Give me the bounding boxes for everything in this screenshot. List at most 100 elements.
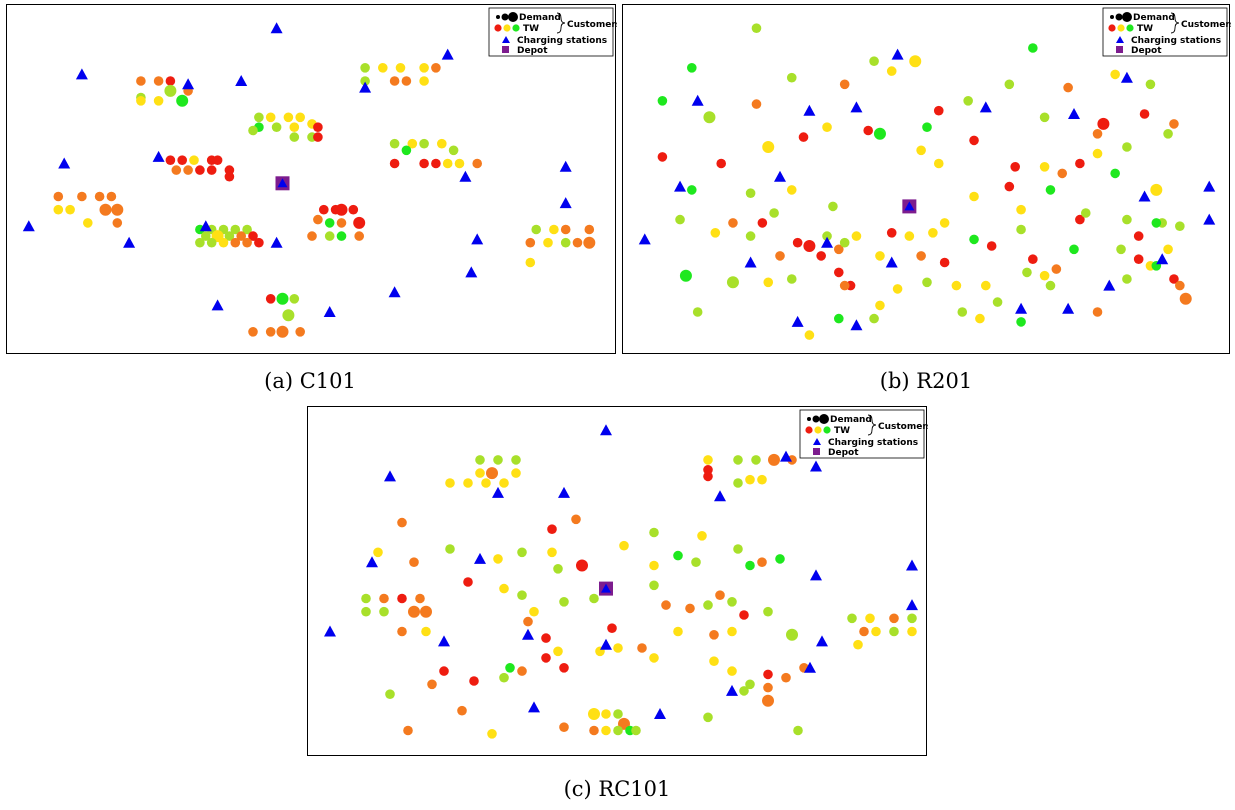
customer-point-lime <box>1122 214 1132 225</box>
charging-station-marker <box>714 490 726 502</box>
legend-tw-icon <box>805 426 813 434</box>
charging-station-marker <box>816 635 828 647</box>
customer-point-orange <box>276 325 289 338</box>
legend-tw-label: TW <box>1137 24 1153 34</box>
customer-point-orange <box>559 722 569 732</box>
customer-point-green <box>1069 244 1079 255</box>
customer-point-orange <box>834 244 844 255</box>
chart-panel-r201: Demand TW Customers Charging stations Depot <box>622 4 1231 354</box>
customer-point-yellow <box>875 300 885 311</box>
customer-point-lime <box>733 478 743 488</box>
legend-station-icon <box>1116 36 1124 43</box>
customer-point-yellow <box>709 656 719 666</box>
customer-point-orange <box>397 517 407 528</box>
caption-rc101: (c) RC101 <box>563 777 671 801</box>
customer-point-red <box>439 666 449 676</box>
customer-point-lime <box>1175 221 1185 231</box>
charging-station-marker <box>22 220 35 232</box>
customer-point-lime <box>745 188 756 198</box>
customer-point-red <box>195 165 205 175</box>
customer-point-lime <box>553 564 563 574</box>
customer-point-red <box>792 237 803 248</box>
legend-demand-icon <box>1110 15 1114 19</box>
legend-stations-label: Charging stations <box>1131 36 1221 46</box>
charging-station-marker <box>270 236 283 248</box>
customer-point-lime <box>745 679 755 690</box>
customer-point-green <box>745 560 755 571</box>
customer-point-orange <box>763 682 773 693</box>
customer-point-yellow <box>649 653 659 663</box>
customer-point-orange <box>583 236 596 249</box>
legend-demand-icon <box>812 415 820 423</box>
customer-point-orange <box>401 76 412 86</box>
customer-point-yellow <box>892 284 903 294</box>
customer-point-red <box>763 669 773 680</box>
customer-point-lime <box>230 224 241 235</box>
customer-point-yellow <box>421 626 431 637</box>
customer-point-yellow <box>437 138 447 149</box>
customer-point-red <box>576 559 588 572</box>
charging-station-marker <box>559 160 572 172</box>
customer-point-lime <box>786 72 797 83</box>
customer-point-lime <box>1045 280 1056 291</box>
legend-demand-icon <box>496 15 500 19</box>
customer-point-yellow <box>419 63 429 73</box>
charging-station-marker <box>1203 213 1216 225</box>
customer-point-red <box>248 231 258 241</box>
charging-station-marker <box>804 661 816 673</box>
charging-station-marker <box>791 315 804 327</box>
customer-point-orange <box>728 218 738 228</box>
customer-point-orange <box>1051 264 1062 274</box>
customer-point-lime <box>1004 79 1015 90</box>
customer-point-green <box>1110 168 1120 179</box>
charging-station-marker <box>522 628 534 640</box>
legend-tw-icon <box>1108 24 1116 32</box>
customer-point-red <box>541 653 551 663</box>
customer-point-lime <box>839 237 850 248</box>
customer-point-lime <box>726 276 739 289</box>
customer-point-yellow <box>886 66 897 76</box>
customer-point-yellow <box>619 540 629 551</box>
customer-point-lime <box>703 600 713 610</box>
customer-point-red <box>431 158 441 169</box>
customer-point-orange <box>409 557 419 567</box>
customer-point-red <box>703 465 713 475</box>
customer-point-lime <box>786 628 798 641</box>
customer-point-red <box>389 158 400 169</box>
customer-point-red <box>1139 109 1150 119</box>
customer-point-yellow <box>442 158 453 169</box>
customer-point-yellow <box>511 468 521 478</box>
customer-point-lime <box>445 544 455 554</box>
customer-point-yellow <box>1039 162 1050 172</box>
customer-point-yellow <box>1092 148 1103 159</box>
customer-point-yellow <box>804 330 815 340</box>
customer-point-red <box>335 203 348 216</box>
customer-point-yellow <box>981 280 991 291</box>
caption-r201: (b) R201 <box>879 369 973 393</box>
customer-point-yellow <box>673 626 683 637</box>
customer-point-red <box>886 228 897 238</box>
customer-point-lime <box>389 138 400 149</box>
legend-tw-icon <box>1117 24 1125 32</box>
customer-point-green <box>679 269 692 282</box>
customer-point-lime <box>1122 274 1132 284</box>
chart-panel-c101: Demand TW Customers Charging stations Depot <box>6 4 617 354</box>
customer-point-orange <box>1057 168 1068 179</box>
legend-customers-label: Customers <box>878 422 928 432</box>
customer-point-orange <box>99 203 112 216</box>
customer-point-yellow <box>553 646 563 657</box>
customer-point-yellow <box>549 224 559 235</box>
customer-point-orange <box>757 557 767 567</box>
legend-customers-label: Customers <box>567 20 617 30</box>
customer-point-yellow <box>763 277 774 288</box>
charging-station-marker <box>1103 279 1116 291</box>
customer-point-red <box>254 237 264 248</box>
customer-point-lime <box>847 613 857 624</box>
customer-point-yellow <box>395 63 406 73</box>
charging-station-marker <box>654 708 666 719</box>
customer-point-orange <box>136 76 146 86</box>
customer-point-orange <box>153 76 164 86</box>
